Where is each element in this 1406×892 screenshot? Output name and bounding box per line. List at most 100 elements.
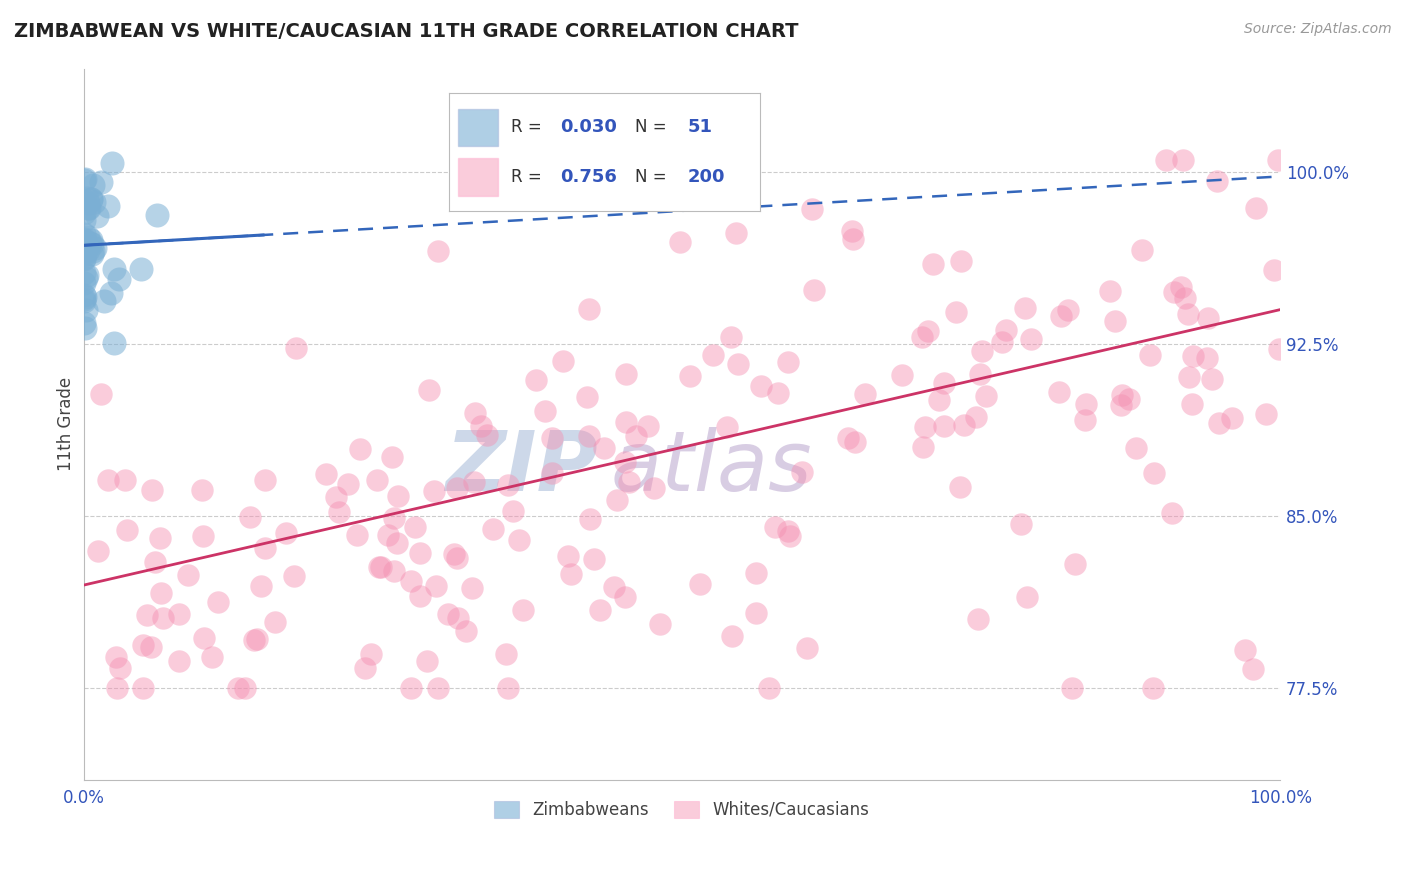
Point — [73, 252, 96, 267]
Point — [72, 232, 94, 246]
Point — [315, 467, 337, 482]
Point — [243, 632, 266, 647]
Point — [617, 475, 640, 489]
Point — [207, 594, 229, 608]
Point — [366, 473, 388, 487]
Point — [496, 681, 519, 696]
Point — [336, 477, 359, 491]
Point — [76, 201, 98, 215]
Point — [191, 529, 214, 543]
Point — [149, 531, 172, 545]
Point — [949, 253, 972, 268]
Point — [995, 323, 1018, 337]
Point — [97, 474, 120, 488]
Point — [167, 654, 190, 668]
Point — [702, 348, 724, 362]
Point — [80, 192, 103, 206]
Point — [114, 473, 136, 487]
Point — [86, 210, 108, 224]
Point — [512, 603, 534, 617]
Point — [145, 208, 167, 222]
Point — [911, 330, 934, 344]
Point — [792, 465, 814, 479]
Point — [603, 580, 626, 594]
Point — [80, 247, 103, 261]
Point — [76, 191, 98, 205]
Point — [1201, 372, 1223, 386]
Point — [75, 303, 97, 318]
Point — [75, 243, 97, 257]
Point — [115, 523, 138, 537]
Point — [744, 607, 766, 621]
Point — [418, 383, 440, 397]
Point — [1064, 557, 1087, 571]
Point — [73, 247, 96, 261]
Point — [912, 440, 935, 454]
Point — [426, 244, 449, 258]
Point — [82, 244, 104, 258]
Point — [477, 427, 499, 442]
Point — [949, 480, 972, 494]
Point — [73, 276, 96, 290]
Point — [75, 171, 97, 186]
Point — [721, 629, 744, 643]
Point — [370, 559, 392, 574]
Point — [73, 241, 96, 255]
Point — [953, 417, 976, 432]
Point — [578, 512, 600, 526]
Point — [136, 607, 159, 622]
Point — [1177, 370, 1199, 384]
Point — [152, 611, 174, 625]
Point — [72, 288, 94, 302]
Point — [387, 490, 409, 504]
Point — [399, 681, 422, 696]
Point — [575, 390, 598, 404]
Point — [965, 410, 987, 425]
Point — [637, 419, 659, 434]
Point — [482, 522, 505, 536]
Point — [990, 335, 1012, 350]
Point — [1181, 396, 1204, 410]
Point — [921, 257, 943, 271]
Point — [464, 406, 486, 420]
Point — [346, 527, 368, 541]
Point — [409, 589, 432, 603]
Point — [93, 293, 115, 308]
Text: Source: ZipAtlas.com: Source: ZipAtlas.com — [1244, 22, 1392, 37]
Point — [578, 301, 600, 316]
Point — [1060, 681, 1083, 696]
Point — [855, 387, 877, 401]
Point — [283, 569, 305, 583]
Point — [1010, 516, 1032, 531]
Point — [508, 533, 530, 547]
Point — [1109, 398, 1132, 412]
Point — [541, 432, 564, 446]
Point — [1254, 407, 1277, 421]
Point — [377, 528, 399, 542]
Point — [82, 178, 104, 192]
Point — [353, 661, 375, 675]
Point — [131, 681, 153, 696]
Point — [679, 369, 702, 384]
Point — [1111, 388, 1133, 402]
Point — [385, 536, 408, 550]
Point — [73, 321, 96, 335]
Point — [436, 607, 458, 621]
Point — [1074, 397, 1097, 411]
Point — [141, 640, 163, 654]
Point — [75, 271, 97, 285]
Point — [73, 266, 96, 280]
Point — [103, 262, 125, 277]
Point — [582, 551, 605, 566]
Point — [541, 466, 564, 480]
Point — [1142, 681, 1164, 696]
Point — [592, 441, 614, 455]
Point — [264, 615, 287, 629]
Point — [190, 483, 212, 498]
Point — [77, 230, 100, 244]
Point — [606, 492, 628, 507]
Point — [446, 551, 468, 566]
Point — [193, 631, 215, 645]
Point — [73, 252, 96, 266]
Text: ZIMBABWEAN VS WHITE/CAUCASIAN 11TH GRADE CORRELATION CHART: ZIMBABWEAN VS WHITE/CAUCASIAN 11TH GRADE… — [14, 22, 799, 41]
